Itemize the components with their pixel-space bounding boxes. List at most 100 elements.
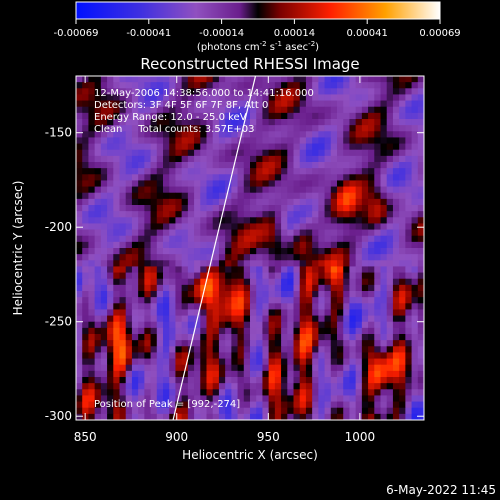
heatmap-cell [349, 198, 357, 206]
heatmap-cell [324, 254, 332, 261]
heatmap-cell [76, 112, 83, 120]
heatmap-cell [368, 407, 375, 415]
heatmap-cell [399, 315, 406, 323]
heatmap-cell [405, 297, 412, 304]
heatmap-cell [76, 291, 83, 298]
heatmap-cell [392, 198, 400, 206]
heatmap-cell [368, 100, 375, 108]
heatmap-cell [119, 383, 127, 390]
heatmap-cell [324, 407, 332, 415]
heatmap-cell [386, 327, 394, 335]
heatmap-cell [349, 297, 357, 304]
heatmap-cell [349, 223, 357, 230]
heatmap-cell [299, 143, 307, 151]
heatmap-cell [256, 309, 263, 316]
heatmap-cell [243, 174, 251, 181]
heatmap-cell [237, 168, 245, 175]
heatmap-cell [368, 162, 375, 169]
heatmap-cell [380, 260, 388, 267]
heatmap-cell [163, 131, 170, 138]
heatmap-cell [88, 254, 96, 261]
heatmap-cell [274, 248, 282, 255]
heatmap-cell [399, 389, 406, 396]
heatmap-cell [107, 254, 114, 261]
heatmap-cell [386, 192, 394, 200]
heatmap-cell [119, 266, 127, 273]
heatmap-cell [150, 358, 158, 366]
heatmap-cell [144, 395, 151, 402]
heatmap-cell [405, 143, 412, 151]
heatmap-cell [237, 119, 245, 126]
heatmap-cell [380, 112, 388, 120]
heatmap-cell [368, 217, 375, 224]
heatmap-cell [181, 248, 189, 255]
heatmap-cell [181, 340, 189, 347]
heatmap-cell [250, 346, 257, 353]
heatmap-cell [144, 352, 151, 359]
heatmap-cell [299, 370, 307, 378]
heatmap-cell [206, 162, 214, 169]
heatmap-cell [131, 76, 139, 83]
heatmap-cell [156, 383, 164, 390]
heatmap-cell [417, 309, 424, 316]
heatmap-cell [194, 76, 201, 83]
heatmap-cell [293, 143, 301, 151]
heatmap-cell [274, 315, 282, 323]
heatmap-cell [256, 340, 263, 347]
heatmap-cell [250, 321, 257, 329]
heatmap-cell [88, 401, 96, 409]
heatmap-cell [274, 383, 282, 390]
heatmap-cell [175, 217, 183, 224]
heatmap-cell [312, 162, 319, 169]
heatmap-cell [100, 229, 108, 237]
heatmap-cell [187, 235, 195, 243]
heatmap-cell [299, 278, 307, 286]
heatmap-cell [212, 327, 220, 335]
heatmap-cell [200, 223, 207, 230]
heatmap-cell [119, 241, 127, 249]
heatmap-cell [212, 395, 220, 402]
heatmap-cell [324, 260, 332, 267]
heatmap-cell [225, 278, 232, 286]
heatmap-cell [113, 413, 120, 420]
heatmap-cell [144, 168, 151, 175]
heatmap-cell [312, 358, 319, 366]
heatmap-cell [200, 401, 207, 409]
heatmap-cell [113, 284, 120, 292]
heatmap-cell [349, 370, 357, 378]
heatmap-cell [187, 401, 195, 409]
y-tick-label: -300 [45, 409, 72, 423]
heatmap-cell [305, 272, 313, 280]
heatmap-cell [82, 346, 89, 353]
heatmap-cell [169, 377, 176, 384]
heatmap-cell [250, 272, 257, 280]
heatmap-cell [231, 309, 238, 316]
heatmap-cell [399, 88, 406, 95]
heatmap-cell [256, 303, 263, 310]
heatmap-cell [138, 186, 145, 194]
heatmap-cell [119, 272, 127, 280]
heatmap-cell [392, 162, 400, 169]
heatmap-cell [312, 260, 319, 267]
heatmap-cell [281, 186, 288, 194]
heatmap-cell [343, 327, 350, 335]
heatmap-cell [250, 168, 257, 175]
heatmap-cell [349, 131, 357, 138]
heatmap-cell [355, 198, 363, 206]
heatmap-cell [411, 155, 419, 163]
heatmap-cell [386, 149, 394, 157]
heatmap-cell [100, 352, 108, 359]
heatmap-cell [281, 383, 288, 390]
heatmap-cell [392, 297, 400, 304]
heatmap-cell [343, 198, 350, 206]
heatmap-cell [380, 254, 388, 261]
heatmap-cell [355, 370, 363, 378]
heatmap-cell [392, 401, 400, 409]
heatmap-cell [144, 297, 151, 304]
heatmap-cell [119, 168, 127, 175]
heatmap-cell [268, 198, 276, 206]
heatmap-cell [337, 352, 344, 359]
heatmap-cell [380, 358, 388, 366]
heatmap-cell [187, 358, 195, 366]
heatmap-cell [125, 407, 133, 415]
